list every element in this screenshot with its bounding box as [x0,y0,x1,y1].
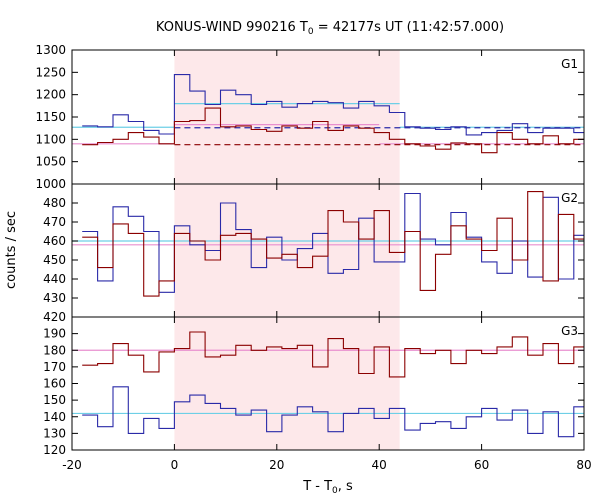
x-axis-label-sub: 0 [332,486,338,496]
y-tick-label-g1-6: 1300 [35,43,66,57]
series-g1-red [82,107,584,154]
x-tick-label-4: 60 [474,458,489,472]
panel-label-g2: G2 [561,191,578,205]
panel-label-g3: G3 [561,324,578,338]
chart-title-tail: = 42177s UT (11:42:57.000) [314,20,504,35]
chart-title: KONUS-WIND 990216 T0 = 42177s UT (11:42:… [156,20,504,37]
y-axis-label: counts / sec [4,211,19,289]
x-tick-label-0: -20 [62,458,82,472]
y-tick-label-g1-5: 1250 [35,65,66,79]
y-tick-label-g3-7: 190 [43,327,66,341]
series-g3-red [82,331,584,378]
y-tick-label-g2-1: 430 [43,291,66,305]
y-tick-label-g3-0: 120 [43,443,66,457]
y-tick-label-g2-0: 420 [43,310,66,324]
y-tick-label-g1-3: 1150 [35,110,66,124]
y-tick-label-g2-2: 440 [43,272,66,286]
x-axis-label-tail: , s [338,479,353,494]
x-axis-label: T - T0, s [302,479,353,496]
x-tick-label-5: 80 [576,458,591,472]
y-tick-label-g3-5: 170 [43,360,66,374]
series-g3-blue [82,386,584,438]
series-g2-red [82,191,584,297]
panel-label-g1: G1 [561,57,578,71]
y-tick-label-g2-3: 450 [43,253,66,267]
x-axis-label-main: T - T [302,479,332,494]
y-tick-label-g3-4: 160 [43,377,66,391]
y-tick-label-g1-1: 1050 [35,155,66,169]
x-tick-label-2: 20 [269,458,284,472]
y-tick-label-g3-1: 130 [43,426,66,440]
chart-title-main: KONUS-WIND 990216 T [156,20,308,35]
axis-ticks: G11000105011001150120012501300G242043044… [35,43,591,472]
y-tick-label-g2-4: 460 [43,234,66,248]
y-tick-label-g1-2: 1100 [35,132,66,146]
x-tick-label-3: 40 [372,458,387,472]
series-g2-blue [82,192,584,293]
chart-title-sub: 0 [308,27,314,37]
y-tick-label-g3-6: 180 [43,343,66,357]
series-g1-blue [82,74,584,136]
series-lines [82,74,584,438]
y-tick-label-g2-6: 480 [43,196,66,210]
x-tick-label-1: 0 [171,458,179,472]
y-tick-label-g3-3: 150 [43,393,66,407]
y-tick-label-g2-5: 470 [43,215,66,229]
burst-interval-shading [174,50,400,450]
y-tick-label-g3-2: 140 [43,410,66,424]
fit-lines [72,102,584,415]
y-tick-label-g1-0: 1000 [35,177,66,191]
shaded-interval-g3 [174,317,400,450]
y-tick-label-g1-4: 1200 [35,88,66,102]
shaded-interval-g1 [174,50,400,184]
